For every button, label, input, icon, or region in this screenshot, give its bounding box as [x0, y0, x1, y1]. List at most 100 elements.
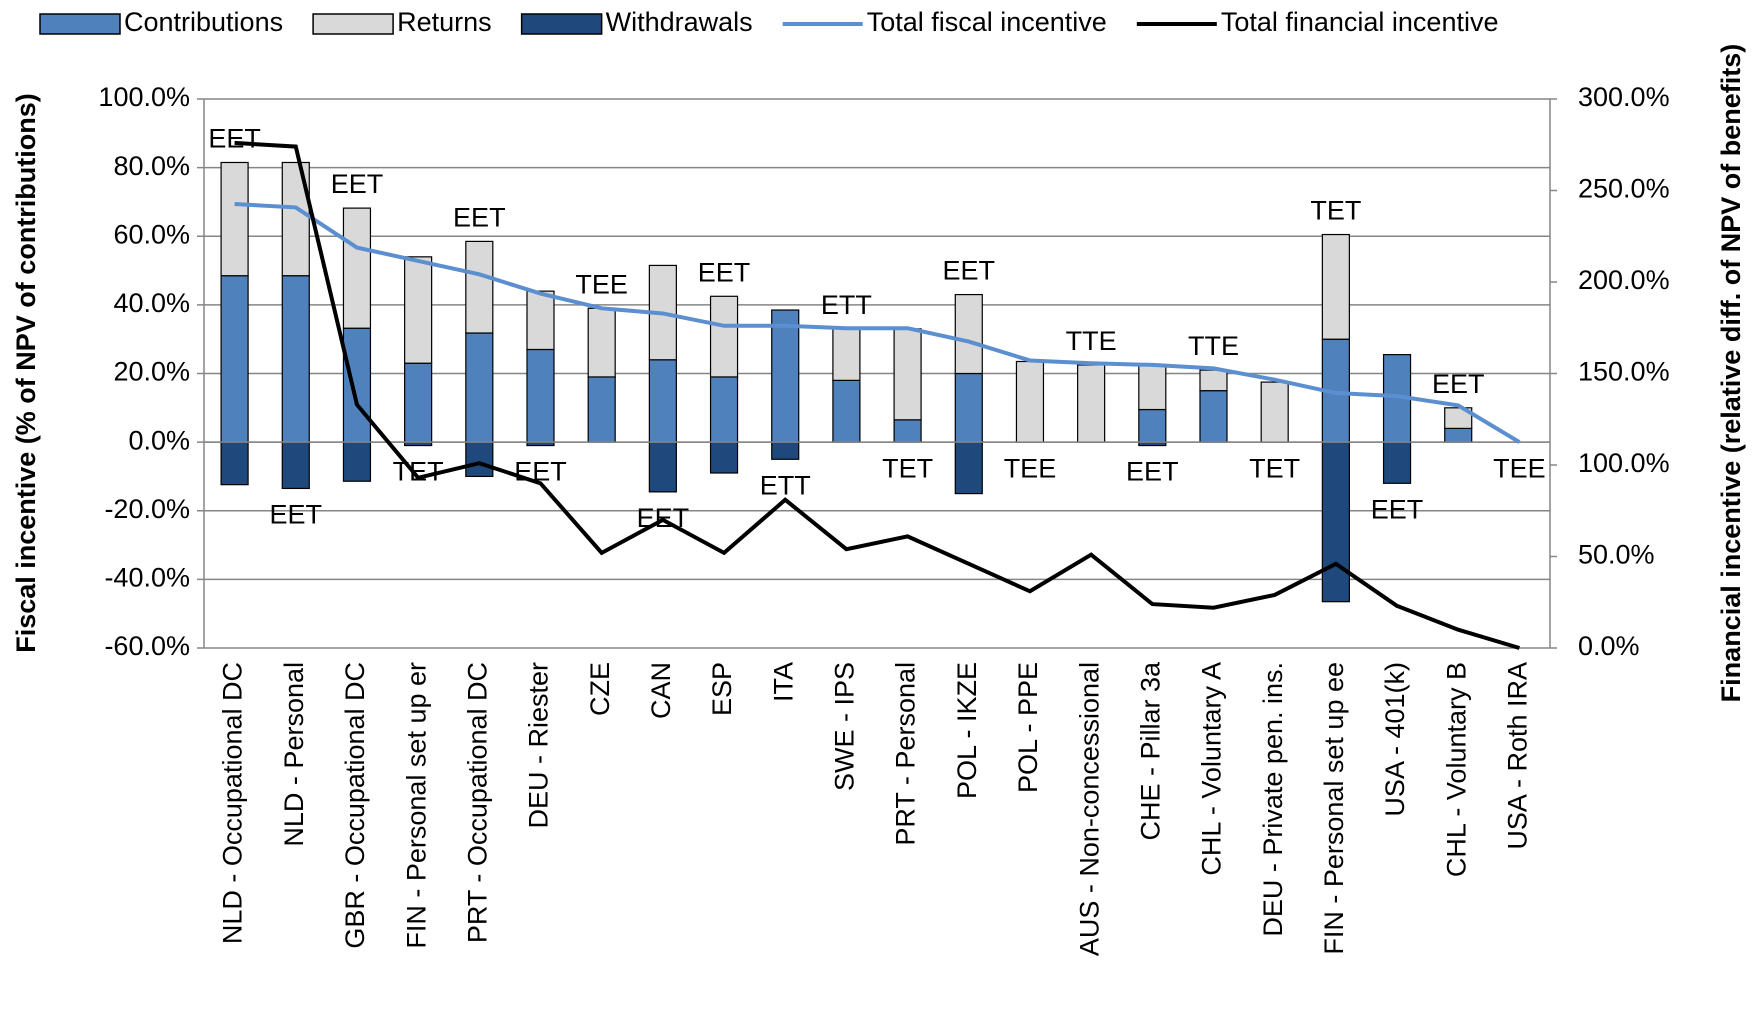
- regime-label: TTE: [1188, 331, 1239, 361]
- regime-label: TEE: [575, 269, 628, 299]
- bar: [648, 441, 677, 493]
- bar: [1199, 369, 1228, 392]
- x-tick-label: POL - PPE: [1013, 662, 1043, 793]
- x-tick-label: USA - 401(k): [1380, 662, 1410, 817]
- y2-tick-label: 250.0%: [1578, 174, 1670, 204]
- regime-label: TTE: [1066, 326, 1117, 356]
- legend-label: Withdrawals: [606, 7, 753, 37]
- bar: [771, 309, 800, 443]
- bar: [1015, 360, 1045, 443]
- bar: [587, 376, 616, 443]
- bar: [1138, 364, 1167, 411]
- x-tick-label: AUS - Non-concessional: [1074, 662, 1104, 956]
- bar: [342, 327, 372, 443]
- x-tick-label: PRT - Occupational DC: [462, 662, 492, 943]
- bar: [832, 328, 861, 381]
- y-axis-title: Fiscal incentive (% of NPV of contributi…: [11, 93, 41, 653]
- y2-tick-label: 300.0%: [1578, 82, 1670, 112]
- x-tick-label: CAN: [646, 662, 676, 719]
- bar: [220, 161, 249, 277]
- y2-axis-title: Financial incentive (relative diff. of N…: [1716, 44, 1746, 703]
- x-tick-label: PRT - Personal: [891, 662, 921, 846]
- regime-label: EET: [331, 169, 384, 199]
- regime-label: ETT: [760, 470, 811, 500]
- bar: [404, 256, 433, 364]
- x-tick-label: FIN - Personal set up er: [401, 662, 431, 949]
- regime-label: EET: [943, 256, 996, 286]
- bar: [709, 441, 739, 474]
- legend-label: Returns: [397, 7, 492, 37]
- x-tick-label: FIN - Personal set up ee: [1319, 662, 1349, 955]
- y-tick-label: 0.0%: [128, 425, 190, 455]
- bar: [220, 275, 249, 443]
- regime-label: EET: [1126, 457, 1179, 487]
- regime-label: EET: [270, 500, 323, 530]
- x-tick-label: DEU - Private pen. ins.: [1258, 662, 1288, 937]
- x-tick-label: GBR - Occupational DC: [340, 662, 370, 949]
- bar: [1444, 407, 1473, 429]
- regime-label: EET: [1432, 369, 1485, 399]
- regime-label: TEE: [1004, 453, 1057, 483]
- x-tick-label: NLD - Occupational DC: [218, 662, 248, 944]
- bar: [1260, 381, 1289, 443]
- y2-tick-label: 0.0%: [1578, 631, 1640, 661]
- x-tick-label: DEU - Riester: [524, 662, 554, 829]
- y-tick-label: 60.0%: [113, 219, 190, 249]
- x-tick-label: SWE - IPS: [830, 662, 860, 791]
- x-tick-label: NLD - Personal: [279, 662, 309, 847]
- bar: [465, 240, 494, 334]
- bar: [771, 441, 800, 460]
- x-tick-label: CHE - Pillar 3a: [1135, 661, 1165, 841]
- y-tick-label: -20.0%: [104, 494, 190, 524]
- bar: [281, 441, 310, 490]
- bar: [709, 295, 739, 378]
- bar: [465, 332, 494, 443]
- legend-swatch: [39, 13, 121, 35]
- bar: [709, 376, 739, 443]
- x-tick-label: USA - Roth IRA: [1503, 662, 1533, 850]
- y-tick-label: 80.0%: [113, 151, 190, 181]
- bar: [1321, 441, 1350, 603]
- bar: [954, 293, 983, 375]
- y2-tick-label: 50.0%: [1578, 540, 1655, 570]
- bar: [1199, 390, 1228, 443]
- bar: [465, 441, 494, 478]
- regime-label: TET: [393, 457, 444, 487]
- x-tick-label: CHL - Voluntary B: [1441, 662, 1471, 877]
- bar: [587, 307, 616, 378]
- x-tick-label: ESP: [707, 662, 737, 716]
- y-tick-label: 40.0%: [113, 288, 190, 318]
- x-tick-label: POL - IKZE: [952, 662, 982, 799]
- bar: [281, 275, 310, 443]
- x-tick-label: CHL - Voluntary A: [1197, 662, 1227, 876]
- x-tick-label: CZE: [585, 662, 615, 716]
- bar: [342, 441, 372, 482]
- y2-tick-label: 200.0%: [1578, 265, 1670, 295]
- regime-label: EET: [208, 124, 261, 154]
- bar: [1077, 364, 1106, 443]
- y-tick-label: -60.0%: [104, 631, 190, 661]
- y2-tick-label: 100.0%: [1578, 448, 1670, 478]
- legend-label: Contributions: [124, 7, 283, 37]
- regime-label: ETT: [821, 290, 872, 320]
- legend-label: Total fiscal incentive: [867, 7, 1107, 37]
- y-tick-label: 100.0%: [98, 82, 190, 112]
- line: [234, 140, 1520, 650]
- y-tick-label: -40.0%: [104, 563, 190, 593]
- bar: [893, 419, 922, 443]
- bar: [1321, 233, 1350, 340]
- regime-label: EET: [453, 203, 506, 233]
- bar: [954, 441, 983, 495]
- legend-swatch: [520, 13, 603, 35]
- legend-label: Total financial incentive: [1221, 7, 1499, 37]
- regime-label: TEE: [1493, 453, 1546, 483]
- bar: [526, 348, 555, 443]
- regime-label: TET: [882, 453, 933, 483]
- x-tick-label: ITA: [768, 662, 798, 702]
- legend-swatch: [312, 13, 394, 35]
- bar: [1382, 441, 1412, 484]
- bar: [893, 328, 922, 421]
- bar: [832, 379, 861, 443]
- bar: [342, 207, 372, 329]
